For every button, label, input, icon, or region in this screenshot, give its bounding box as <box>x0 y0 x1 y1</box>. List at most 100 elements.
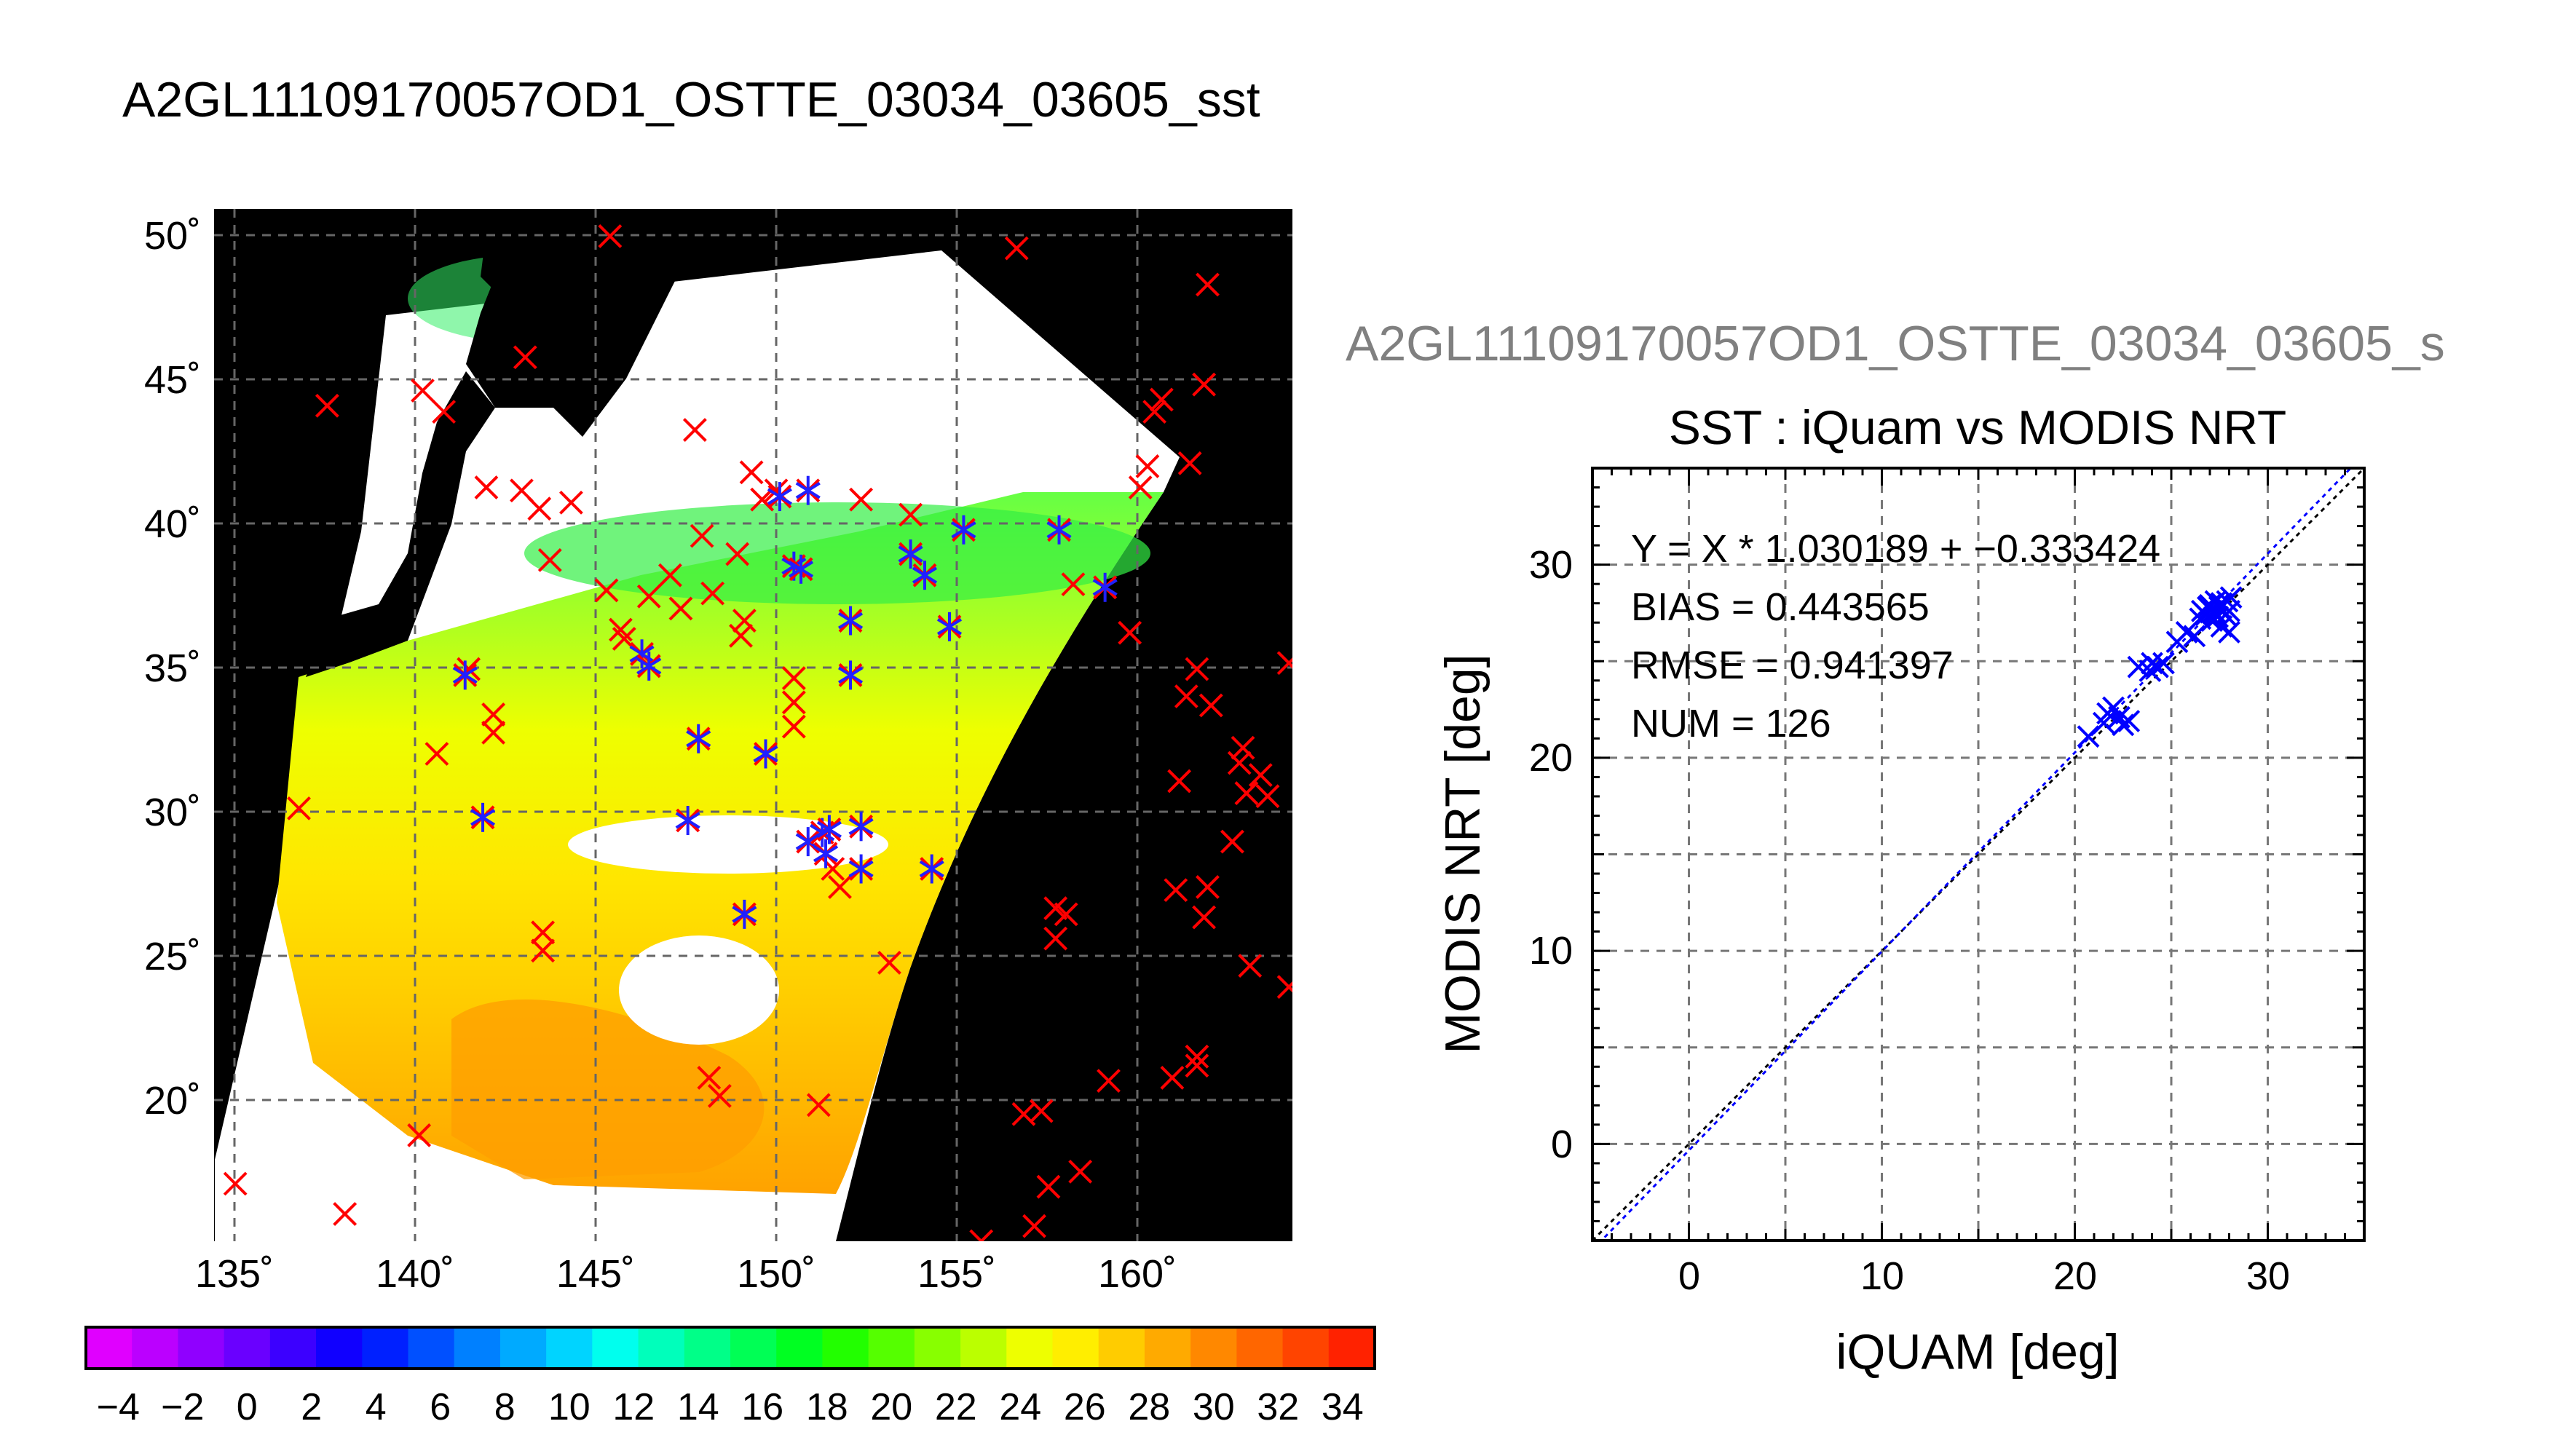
map-marker-red-x <box>333 1202 358 1226</box>
scatter-ylabel: MODIS NRT [deg] <box>1435 654 1490 1053</box>
map-marker-red-x <box>1004 236 1029 261</box>
colorbar-tick-label: 22 <box>935 1386 977 1428</box>
colorbar-cell <box>1328 1327 1375 1369</box>
map-marker-red-x <box>668 596 693 621</box>
colorbar-cell <box>1006 1327 1053 1369</box>
scatter-xlabel: iQUAM [deg] <box>1836 1324 2119 1380</box>
stats-num: NUM = 126 <box>1631 702 1831 745</box>
map-marker-blue-star <box>470 802 496 832</box>
map-marker-red-x <box>732 609 757 633</box>
map-ytick: 30˚ <box>144 791 201 834</box>
scatter-frame <box>1591 467 2366 1242</box>
map-marker-red-x <box>1097 1069 1121 1093</box>
map-marker-red-x <box>424 742 449 766</box>
map-marker-red-x <box>899 502 923 527</box>
map-marker-red-x <box>1198 693 1223 718</box>
scatter-subtitle: A2GL11109170057OD1_OSTTE_03034_03605_s <box>1346 316 2445 371</box>
map-ytick: 35˚ <box>144 646 201 690</box>
scatter-title: SST : iQuam vs MODIS NRT <box>1669 400 2286 454</box>
map-marker-red-x <box>1276 651 1292 676</box>
map-marker-blue-star <box>452 660 478 690</box>
map-marker-red-x <box>1036 1174 1061 1199</box>
colorbar-tick-label: 28 <box>1128 1386 1170 1428</box>
colorbar-tick-label: 6 <box>430 1386 451 1428</box>
colorbar-cell <box>592 1327 639 1369</box>
map-marker-blue-star <box>919 854 944 884</box>
map-xtick: 135˚ <box>195 1252 274 1296</box>
map-marker-blue-star <box>837 660 864 690</box>
colorbar-tick-label: −4 <box>97 1386 140 1428</box>
map-marker-red-x <box>1043 926 1068 951</box>
map-marker-red-x <box>1227 751 1252 775</box>
colorbar-tick-label: 14 <box>677 1386 719 1428</box>
map-marker-blue-star <box>848 854 874 884</box>
colorbar-cell <box>1144 1327 1191 1369</box>
map-marker-red-x <box>1238 954 1263 978</box>
map-marker-blue-star <box>686 724 711 753</box>
map-marker-red-x <box>1276 975 1292 1000</box>
scatter-xtick-labels: 0 10 20 30 <box>1678 1254 2290 1298</box>
map-marker-red-x <box>598 224 623 248</box>
scatter-fit-lines <box>1592 468 2364 1241</box>
map-marker-red-x <box>1160 1066 1185 1090</box>
colorbar-tick-label: 12 <box>612 1386 655 1428</box>
colorbar-cell <box>914 1327 961 1369</box>
map-marker-blue-star <box>936 612 963 641</box>
colorbar-cells <box>86 1327 1375 1369</box>
colorbar-tick-label: 20 <box>870 1386 912 1428</box>
colorbar-tick-label: 30 <box>1193 1386 1235 1428</box>
scatter-point <box>2218 621 2240 644</box>
map-marker-red-x <box>1174 684 1198 708</box>
map-marker-red-x <box>636 584 661 609</box>
main-title: A2GL11109170057OD1_OSTTE_03034_03605_sst <box>122 72 1260 127</box>
colorbar-cell <box>224 1327 271 1369</box>
map-xtick: 155˚ <box>917 1252 996 1296</box>
map-marker-red-x <box>1006 1246 1027 1267</box>
map-marker-red-x <box>1149 387 1174 412</box>
map-ytick: 50˚ <box>144 214 201 258</box>
scatter-ytick: 0 <box>1551 1123 1573 1166</box>
map-marker-red-x <box>1142 400 1167 424</box>
map-marker-blue-star <box>675 805 700 835</box>
colorbar-cell <box>730 1327 777 1369</box>
map-marker-blue-star <box>1046 515 1072 545</box>
map-marker-red-x <box>781 666 806 690</box>
map-marker-red-x <box>481 703 506 727</box>
colorbar-labels: −4 −2 0 2 4 6 8 10 12 14 16 18 20 22 24 26 28 30 32 34 <box>97 1386 1364 1428</box>
map-grid <box>214 209 1292 1241</box>
map-marker-red-x <box>223 1171 248 1196</box>
colorbar-tick-label: 4 <box>366 1386 387 1428</box>
stats-bias: BIAS = 0.443565 <box>1631 585 1930 629</box>
colorbar-cell <box>178 1327 225 1369</box>
colorbar-tick-label: 0 <box>237 1386 258 1428</box>
map-marker-red-x <box>690 523 714 548</box>
map-marker-red-x <box>1248 763 1273 788</box>
map-marker-red-x <box>407 1123 432 1147</box>
map-marker-red-x <box>739 460 764 485</box>
map-marker-red-x <box>969 1229 994 1241</box>
map-xtick: 160˚ <box>1098 1252 1177 1296</box>
cloud-gap-north <box>641 437 816 495</box>
map-marker-red-x <box>806 1093 831 1117</box>
colorbar-frame <box>84 1326 1376 1370</box>
colorbar-cell <box>362 1327 408 1369</box>
map-marker-red-x <box>781 714 806 739</box>
colorbar-cell <box>868 1327 915 1369</box>
map-marker-blue-star <box>951 515 976 545</box>
map-marker-red-x <box>1054 902 1078 927</box>
map-marker-blue-star <box>636 651 662 681</box>
map-marker-red-x <box>474 475 499 499</box>
scatter-ytick-labels: 0 10 20 30 <box>1529 543 1573 1166</box>
map-marker-red-x <box>1022 1214 1046 1238</box>
colorbar-cell <box>408 1327 455 1369</box>
map-marker-red-x <box>287 796 311 820</box>
colorbar-tick-label: 32 <box>1257 1386 1299 1428</box>
map-marker-blue-star <box>912 561 938 590</box>
map-marker-red-x <box>513 345 537 370</box>
map-marker-red-x <box>1068 1159 1093 1184</box>
map-xtick: 145˚ <box>556 1252 635 1296</box>
map-ytick: 40˚ <box>144 502 201 546</box>
identity-line <box>1592 468 2364 1241</box>
map-marker-red-x <box>1135 454 1160 478</box>
colorbar-cell <box>638 1327 685 1369</box>
